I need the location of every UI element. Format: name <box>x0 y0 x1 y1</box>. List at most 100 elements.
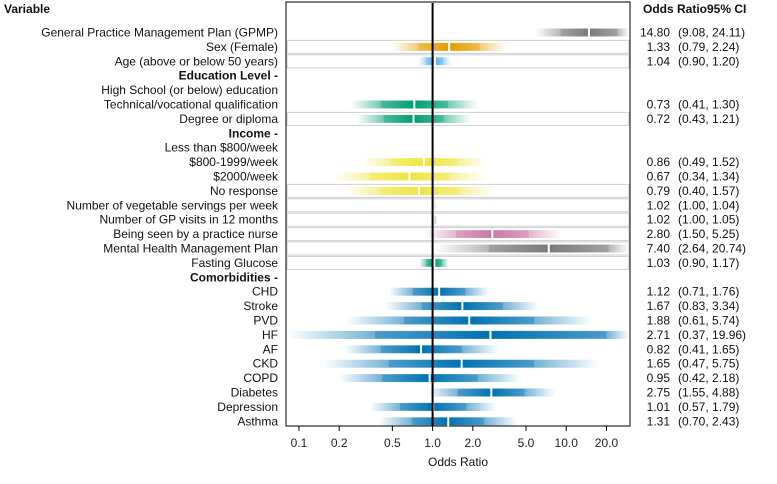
x-tick-label: 20.0 <box>595 436 619 450</box>
row: Diabetes 2.75 (1.55, 4.88) <box>231 386 740 400</box>
row: Asthma 1.31 (0.70, 2.43) <box>237 414 739 428</box>
ci-value: (0.41, 1.30) <box>678 98 739 112</box>
x-tick-label: 0.5 <box>384 436 401 450</box>
row-label: Mental Health Management Plan <box>103 242 278 256</box>
row-box <box>286 54 630 69</box>
row-label: Number of GP visits in 12 months <box>99 213 278 227</box>
ci-value: (1.55, 4.88) <box>678 386 739 400</box>
odds-ratio-value: 1.33 <box>647 40 671 54</box>
group-header: Income - <box>229 126 278 140</box>
group-header: Education Level - <box>179 69 278 83</box>
row-label: Technical/vocational qualification <box>104 98 278 112</box>
x-tick-label: 10.0 <box>555 436 579 450</box>
ci-value: (0.43, 1.21) <box>678 112 739 126</box>
row: Degree or diploma 0.72 (0.43, 1.21) <box>179 111 739 126</box>
x-tick-label: 1.0 <box>424 436 441 450</box>
ci-value: (0.49, 1.52) <box>678 155 739 169</box>
row-box <box>286 39 630 54</box>
odds-ratio-value: 0.72 <box>647 112 671 126</box>
row-label: Age (above or below 50 years) <box>115 54 278 68</box>
row-label: AF <box>263 342 278 356</box>
odds-ratio-value: 7.40 <box>647 242 671 256</box>
row-label: CKD <box>253 357 279 371</box>
row-label: CHD <box>252 285 278 299</box>
row-label: Asthma <box>237 414 278 428</box>
row: Less than $800/week <box>165 141 279 155</box>
row-label: No response <box>210 184 278 198</box>
row: Comorbidities - <box>190 270 278 284</box>
x-tick-label: 0.2 <box>331 436 348 450</box>
row: Age (above or below 50 years) 1.04 (0.90, … <box>115 54 739 69</box>
group-header: Comorbidities - <box>190 270 278 284</box>
row: Income - <box>229 126 278 140</box>
row-label: High School (or below) education <box>101 83 278 97</box>
row: Education Level - <box>179 69 278 83</box>
ci-value: (0.47, 5.75) <box>678 357 739 371</box>
row: PVD 1.88 (0.61, 5.74) <box>253 314 739 328</box>
odds-ratio-value: 0.82 <box>647 342 671 356</box>
row: Number of GP visits in 12 months 1.02 (1.0… <box>99 212 739 227</box>
row: $2000/week 0.67 (0.34, 1.34) <box>213 170 739 184</box>
odds-ratio-value: 0.95 <box>647 371 671 385</box>
odds-ratio-value: 1.67 <box>647 299 671 313</box>
row: $800-1999/week 0.86 (0.49, 1.52) <box>189 155 739 169</box>
ci-value: (0.61, 5.74) <box>678 314 739 328</box>
ci-value: (0.71, 1.76) <box>678 285 739 299</box>
ci-value: (1.50, 5.25) <box>678 227 739 241</box>
odds-ratio-value: 1.04 <box>647 54 671 68</box>
ci-value: (2.64, 20.74) <box>678 242 746 256</box>
odds-ratio-value: 0.86 <box>647 155 671 169</box>
odds-ratio-value: 2.80 <box>647 227 671 241</box>
row-box <box>286 183 630 198</box>
x-axis-label: Odds Ratio <box>428 455 488 469</box>
odds-ratio-value: 1.31 <box>647 414 671 428</box>
odds-ratio-value: 1.12 <box>647 285 671 299</box>
row-label: Being seen by a practice nurse <box>113 227 278 241</box>
odds-ratio-value: 1.65 <box>647 357 671 371</box>
x-tick-label: 2.0 <box>464 436 481 450</box>
odds-ratio-value: 1.01 <box>647 400 671 414</box>
odds-ratio-value: 1.02 <box>647 213 671 227</box>
row: CHD 1.12 (0.71, 1.76) <box>252 285 739 299</box>
ci-value: (0.79, 2.24) <box>678 40 739 54</box>
row-label: $800-1999/week <box>189 155 279 169</box>
x-tick-label: 0.1 <box>291 436 308 450</box>
plot-frame <box>285 1 631 427</box>
row-label: Less than $800/week <box>165 141 279 155</box>
ci-value: (0.34, 1.34) <box>678 170 739 184</box>
row-label: Stroke <box>243 299 278 313</box>
row-label: COPD <box>243 371 278 385</box>
odds-ratio-value: 1.88 <box>647 314 671 328</box>
row-box <box>286 198 630 213</box>
ci-band <box>535 28 629 37</box>
row: Number of vegetable servings per week 1.0… <box>67 198 739 213</box>
row: Technical/vocational qualification 0.73 (0… <box>104 98 739 112</box>
ci-value: (0.57, 1.79) <box>678 400 739 414</box>
row-label: Diabetes <box>231 386 278 400</box>
ci-value: (0.40, 1.57) <box>678 184 739 198</box>
row: Stroke 1.67 (0.83, 3.34) <box>243 299 739 313</box>
ci-header: 95% CI <box>707 2 746 16</box>
row-label: General Practice Management Plan (GPMP) <box>41 26 278 40</box>
row-box <box>286 111 630 126</box>
odds-ratio-value: 0.73 <box>647 98 671 112</box>
row: Depression 1.01 (0.57, 1.79) <box>217 400 739 414</box>
ci-band <box>287 330 629 339</box>
row-label: $2000/week <box>213 170 279 184</box>
odds-ratio-value: 2.71 <box>647 328 671 342</box>
row: Fasting Glucose 1.03 (0.90, 1.17) <box>191 255 739 270</box>
odds-ratio-value: 0.79 <box>647 184 671 198</box>
row: No response 0.79 (0.40, 1.57) <box>210 183 739 198</box>
row-label: Depression <box>217 400 278 414</box>
ci-value: (0.70, 2.43) <box>678 414 739 428</box>
variable-header: Variable <box>4 2 50 16</box>
ci-value: (0.83, 3.34) <box>678 299 739 313</box>
odds-ratio-value: 1.02 <box>647 198 671 212</box>
ci-value: (0.41, 1.65) <box>678 342 739 356</box>
ci-band <box>435 244 629 253</box>
row-label: Degree or diploma <box>179 112 278 126</box>
row: COPD 0.95 (0.42, 2.18) <box>243 371 739 385</box>
ci-value: (0.90, 1.17) <box>678 256 739 270</box>
row: AF 0.82 (0.41, 1.65) <box>263 342 740 356</box>
